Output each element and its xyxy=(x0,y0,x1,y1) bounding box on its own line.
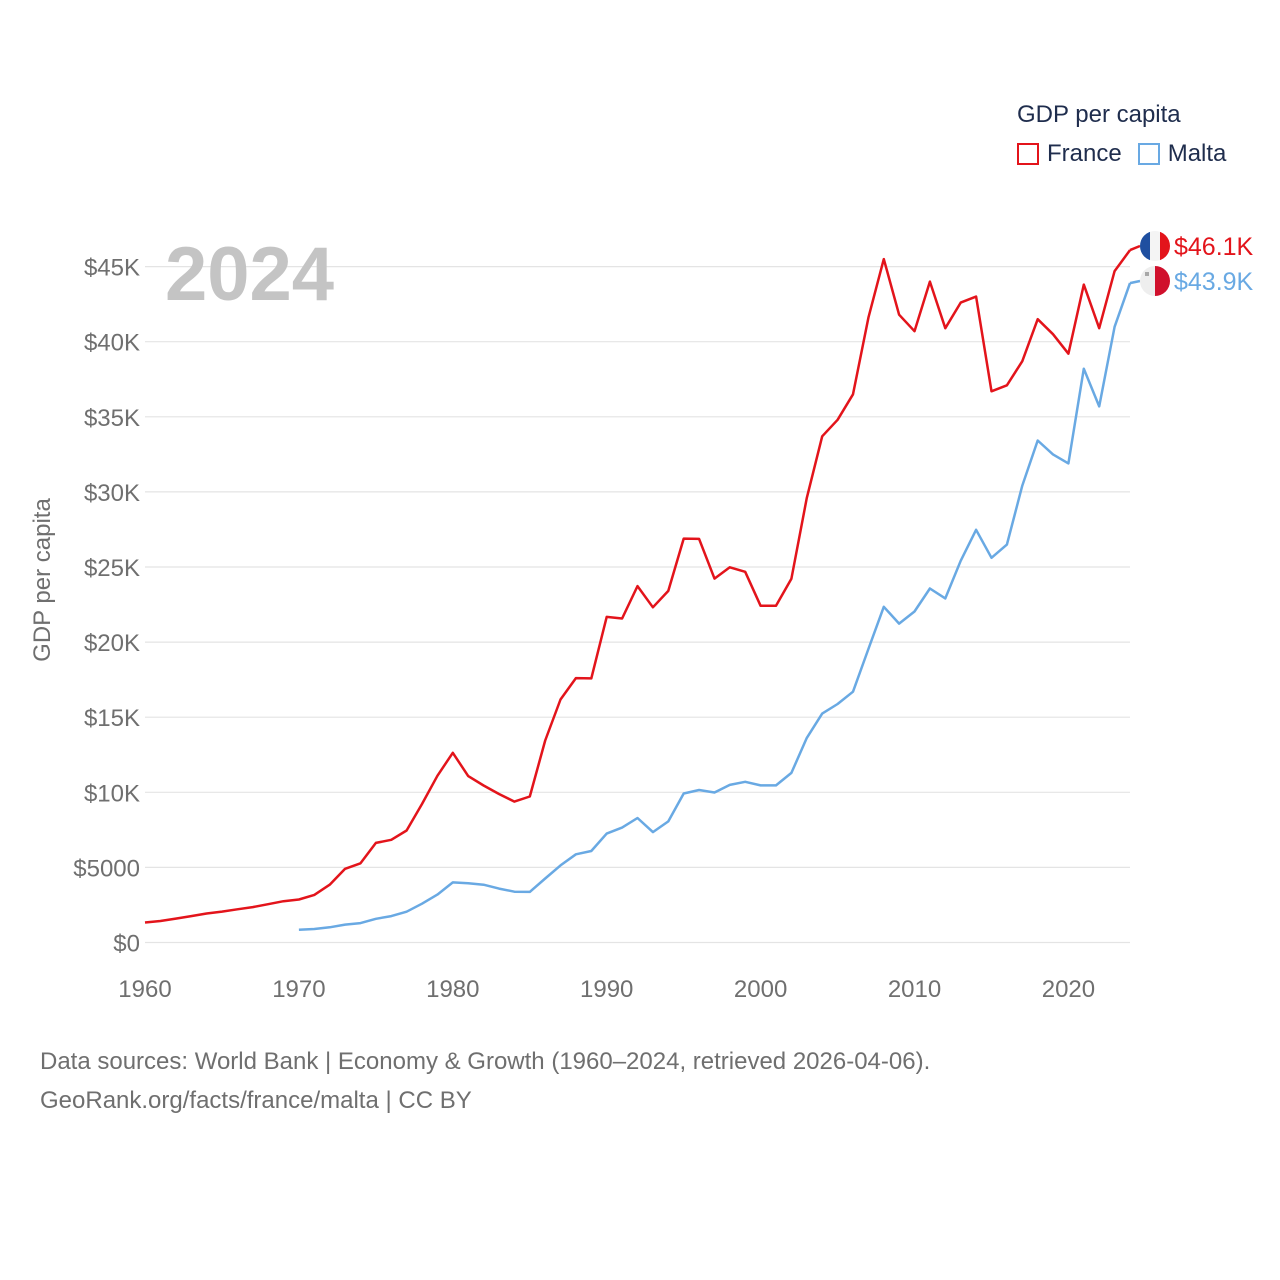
x-tick-label: 2000 xyxy=(734,976,787,1003)
x-tick-label: 1970 xyxy=(272,976,325,1003)
end-value-label-malta: $43.9K xyxy=(1174,268,1254,296)
x-tick-label: 1980 xyxy=(426,976,479,1003)
end-value-label-france: $46.1K xyxy=(1174,233,1254,261)
legend-item-france[interactable]: France xyxy=(1017,140,1122,168)
x-axis-ticks: 1960 1970 1980 1990 2000 2010 2020 xyxy=(118,976,1095,1003)
x-tick-label: 1960 xyxy=(118,976,171,1003)
end-connector xyxy=(1129,244,1141,252)
y-tick-label: $45K xyxy=(84,255,140,282)
series-line-france xyxy=(144,249,1132,924)
y-axis-label: GDP per capita xyxy=(29,498,56,662)
footer-sources: Data sources: World Bank | Economy & Gro… xyxy=(40,1048,931,1075)
year-label: 2024 xyxy=(165,232,334,317)
footer-link[interactable]: GeoRank.org/facts/france/malta | CC BY xyxy=(40,1087,472,1114)
x-tick-label: 2010 xyxy=(888,976,941,1003)
legend-label-france: France xyxy=(1047,140,1122,167)
end-connector xyxy=(1129,279,1141,285)
y-tick-label: $30K xyxy=(84,480,140,507)
y-tick-label: $20K xyxy=(84,630,140,657)
grid-lines xyxy=(145,266,1130,944)
series-line-malta xyxy=(298,282,1132,931)
end-markers: $46.1K $43.9K xyxy=(1129,231,1254,296)
legend-label-malta: Malta xyxy=(1167,140,1227,167)
france-flag-icon xyxy=(1140,231,1170,261)
x-tick-label: 2020 xyxy=(1042,976,1095,1003)
x-tick-label: 1990 xyxy=(580,976,633,1003)
legend-swatch-france xyxy=(1017,143,1039,165)
y-axis-ticks: $0 $5000 $10K $15K $20K $25K $30K $35K $40K $45K xyxy=(73,255,140,958)
legend-item-malta[interactable]: Malta xyxy=(1137,140,1227,168)
malta-flag-icon xyxy=(1140,266,1170,296)
y-tick-label: $0 xyxy=(113,931,140,958)
legend-title: GDP per capita xyxy=(1017,101,1181,128)
series-lines xyxy=(144,249,1132,931)
y-tick-label: $10K xyxy=(84,780,140,807)
footer: Data sources: World Bank | Economy & Gro… xyxy=(40,1042,930,1120)
y-tick-label: $35K xyxy=(84,405,140,432)
y-tick-label: $5000 xyxy=(73,855,140,882)
legend-swatch-malta xyxy=(1137,143,1160,165)
legend: GDP per capita France Malta xyxy=(1017,100,1226,168)
y-tick-label: $25K xyxy=(84,555,140,582)
y-tick-label: $15K xyxy=(84,705,140,732)
y-tick-label: $40K xyxy=(84,330,140,357)
